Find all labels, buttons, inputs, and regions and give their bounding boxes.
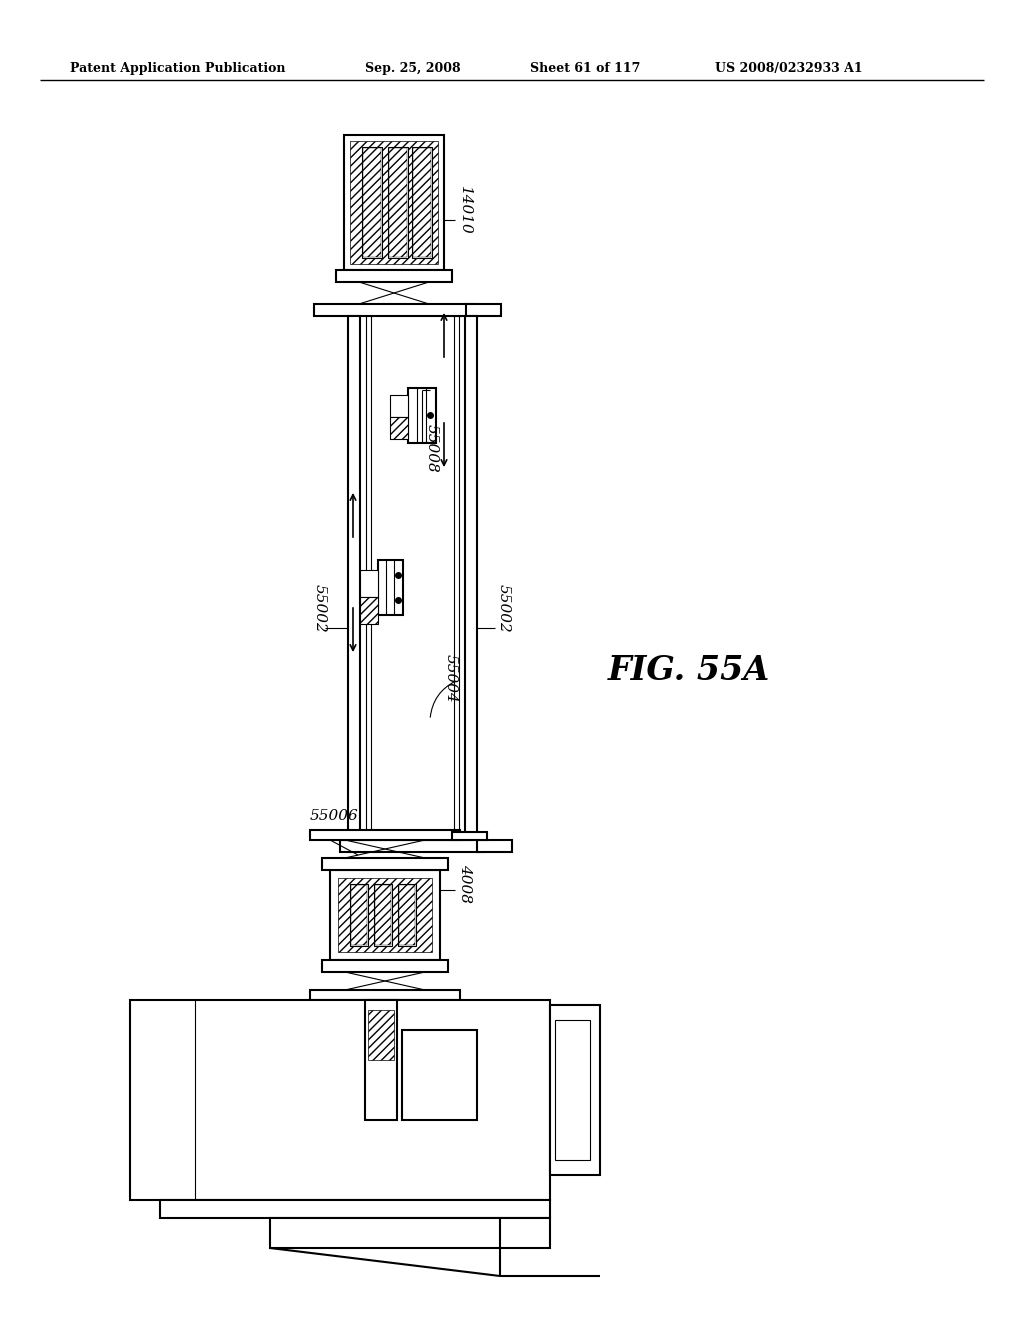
Bar <box>310 990 460 1001</box>
Text: US 2008/0232933 A1: US 2008/0232933 A1 <box>715 62 862 75</box>
Bar <box>366 315 371 840</box>
Bar <box>374 884 392 946</box>
Bar <box>160 1200 550 1218</box>
Bar <box>452 832 487 840</box>
Bar <box>550 1005 600 1175</box>
Bar <box>360 597 378 624</box>
Bar <box>330 870 440 960</box>
Bar <box>314 304 474 315</box>
Text: 55006: 55006 <box>310 809 358 822</box>
Bar <box>270 1218 550 1247</box>
Text: Sheet 61 of 117: Sheet 61 of 117 <box>530 62 640 75</box>
Bar <box>390 417 408 440</box>
Bar <box>466 304 501 315</box>
Text: FIG. 55A: FIG. 55A <box>608 653 770 686</box>
Bar <box>340 840 485 851</box>
Bar <box>408 388 436 444</box>
Bar <box>368 1010 394 1060</box>
Bar <box>310 830 460 840</box>
Bar <box>350 884 368 946</box>
Bar <box>388 147 408 257</box>
Text: 55008: 55008 <box>425 424 439 473</box>
Bar <box>322 960 449 972</box>
Bar <box>477 840 512 851</box>
Bar <box>348 315 360 840</box>
Bar <box>454 315 459 840</box>
Bar <box>130 1001 550 1200</box>
Bar <box>398 884 416 946</box>
Bar <box>336 271 452 282</box>
Text: Sep. 25, 2008: Sep. 25, 2008 <box>365 62 461 75</box>
Bar <box>555 1020 590 1160</box>
Bar <box>465 315 477 840</box>
Bar <box>402 1030 477 1119</box>
Text: Patent Application Publication: Patent Application Publication <box>70 62 286 75</box>
Bar <box>322 858 449 870</box>
Bar <box>413 148 431 257</box>
Bar <box>378 560 403 615</box>
Bar <box>338 878 432 952</box>
Bar <box>412 147 432 257</box>
Bar <box>351 884 367 945</box>
Bar <box>365 1001 397 1119</box>
Bar <box>350 141 438 264</box>
Bar <box>375 884 391 945</box>
Text: 55002: 55002 <box>497 585 511 634</box>
Bar <box>360 570 378 597</box>
Text: 14010: 14010 <box>458 186 472 235</box>
Bar <box>344 135 444 271</box>
Text: 55004: 55004 <box>444 655 458 704</box>
Bar <box>362 147 382 257</box>
Bar <box>399 884 415 945</box>
Text: 4008: 4008 <box>458 865 472 903</box>
Bar <box>389 148 407 257</box>
Bar <box>362 148 381 257</box>
Text: 55002: 55002 <box>313 585 327 634</box>
Bar <box>390 395 408 417</box>
